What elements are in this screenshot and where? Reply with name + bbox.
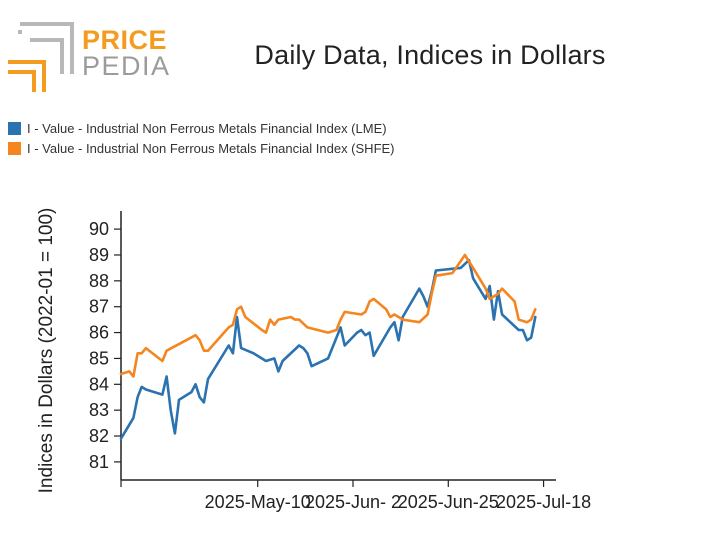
logo-mark-orange-bracket-inner xyxy=(8,70,36,92)
legend-item-lme[interactable]: I - Value - Industrial Non Ferrous Metal… xyxy=(8,118,395,138)
series-line-shfe xyxy=(119,253,537,378)
logo-mark-orange-bracket xyxy=(8,60,46,92)
y-tick-label: 82 xyxy=(89,426,109,446)
chart-axes: 818283848586878889902025-May-102025-Jun-… xyxy=(89,211,591,512)
legend-item-shfe[interactable]: I - Value - Industrial Non Ferrous Metal… xyxy=(8,138,395,158)
chart-legend: I - Value - Industrial Non Ferrous Metal… xyxy=(8,118,395,158)
y-tick-label: 87 xyxy=(89,297,109,317)
x-tick-label: 2025-Jun- 2 xyxy=(305,492,401,512)
y-tick-label: 90 xyxy=(89,219,109,239)
y-axis-label: Indices in Dollars (2022-01 = 100) xyxy=(36,208,57,494)
logo-word-pedia: PEDIA xyxy=(82,51,171,81)
x-tick-label: 2025-Jul-18 xyxy=(496,492,591,512)
chart-series-layer xyxy=(119,253,537,440)
x-tick-label: 2025-May-10 xyxy=(205,492,311,512)
logo-mark-gray-bracket xyxy=(20,22,74,74)
y-tick-label: 81 xyxy=(89,452,109,472)
y-tick-label: 85 xyxy=(89,348,109,368)
legend-swatch-lme xyxy=(8,121,21,135)
y-tick-label: 88 xyxy=(89,271,109,291)
legend-swatch-shfe xyxy=(8,141,21,155)
pricepedia-logo: PRICE PEDIA xyxy=(6,22,169,94)
y-tick-label: 86 xyxy=(89,323,109,343)
logo-mark xyxy=(8,22,74,92)
y-tick-label: 83 xyxy=(89,400,109,420)
y-tick-label: 84 xyxy=(89,374,109,394)
logo-mark-gray-bracket-inner xyxy=(18,30,64,74)
legend-label-shfe: I - Value - Industrial Non Ferrous Metal… xyxy=(27,140,395,156)
legend-label-lme: I - Value - Industrial Non Ferrous Metal… xyxy=(27,120,387,136)
x-tick-label: 2025-Jun-25 xyxy=(398,492,499,512)
logo-word-price: PRICE xyxy=(82,25,168,55)
y-tick-label: 89 xyxy=(89,245,109,265)
series-line-lme xyxy=(119,258,537,440)
chart-title: Daily Data, Indices in Dollars xyxy=(254,40,606,70)
